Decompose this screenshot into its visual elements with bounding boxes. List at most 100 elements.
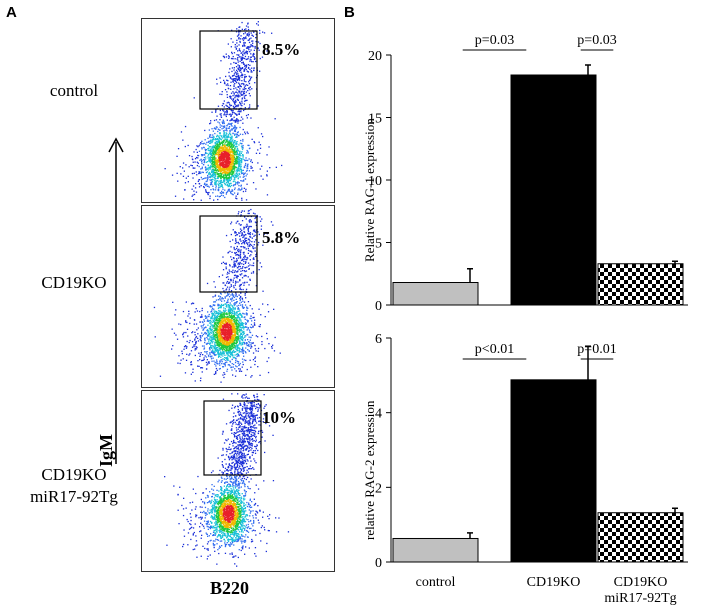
- flow-event-dot: [221, 334, 223, 336]
- flow-event-dot: [241, 148, 244, 151]
- flow-event-dot: [228, 317, 230, 320]
- flow-event-dot: [247, 39, 249, 41]
- flow-event-dot: [216, 335, 218, 337]
- flow-event-dot: [206, 329, 208, 332]
- flow-event-dot: [255, 335, 257, 337]
- flow-event-dot: [241, 243, 243, 245]
- flow-event-dot: [227, 141, 229, 143]
- flow-event-dot: [235, 288, 237, 290]
- flow-event-dot: [222, 162, 224, 164]
- flow-event-dot: [238, 159, 240, 161]
- flow-event-dot: [232, 95, 234, 97]
- flow-event-dot: [244, 255, 246, 257]
- flow-event-dot: [213, 163, 216, 165]
- flow-event-dot: [197, 157, 199, 159]
- flow-event-dot: [247, 276, 249, 278]
- flow-event-dot: [247, 26, 249, 28]
- flow-event-dot: [220, 194, 223, 196]
- flow-event-dot: [223, 114, 225, 116]
- flow-event-dot: [242, 234, 244, 236]
- flow-event-dot: [209, 335, 211, 337]
- flow-event-dot: [239, 69, 242, 71]
- flow-event-dot: [221, 332, 224, 334]
- flow-event-dot: [238, 294, 240, 296]
- flow-event-dot: [208, 146, 210, 148]
- flow-event-dot: [206, 152, 208, 155]
- flow-event-dot: [223, 359, 225, 361]
- flow-event-dot: [219, 319, 222, 321]
- flow-event-dot: [230, 168, 232, 171]
- flow-event-dot: [249, 243, 251, 245]
- flow-event-dot: [225, 144, 228, 146]
- flow-event-dot: [233, 85, 235, 88]
- flow-event-dot: [234, 119, 236, 121]
- flow-event-dot: [208, 339, 210, 341]
- flow-event-dot: [227, 300, 229, 302]
- flow-event-dot: [223, 334, 226, 336]
- flow-event-dot: [230, 312, 233, 314]
- flow-event-dot: [246, 152, 248, 154]
- flow-event-dot: [224, 125, 226, 127]
- flow-event-dot: [226, 280, 229, 283]
- flow-event-dot: [237, 163, 239, 165]
- flow-event-dot: [208, 362, 210, 364]
- flow-event-dot: [238, 82, 240, 84]
- flow-event-dot: [237, 281, 239, 283]
- flow-event-dot: [220, 344, 222, 346]
- flow-event-dot: [249, 86, 251, 88]
- flow-event-dot: [223, 164, 225, 166]
- flow-event-dot: [239, 161, 241, 163]
- flow-event-dot: [224, 296, 226, 298]
- flow-event-dot: [253, 67, 255, 69]
- flow-event-dot: [229, 356, 231, 358]
- flow-event-dot: [215, 322, 217, 324]
- flow-event-dot: [214, 177, 216, 179]
- flow-event-dot: [216, 334, 218, 336]
- flow-event-dot: [221, 93, 223, 96]
- flow-event-dot: [223, 363, 226, 365]
- flow-plot-cd19ko: [141, 205, 335, 388]
- flow-event-dot: [219, 126, 221, 128]
- flow-event-dot: [215, 161, 217, 164]
- flow-event-dot: [239, 173, 241, 176]
- flow-event-dot: [267, 304, 269, 306]
- flow-event-dot: [213, 148, 215, 151]
- flow-event-dot: [237, 345, 239, 347]
- flow-event-dot: [239, 362, 241, 365]
- flow-event-dot: [236, 79, 239, 81]
- flow-event-dot: [232, 158, 235, 160]
- flow-event-dot: [219, 337, 221, 339]
- flow-event-dot: [208, 157, 210, 159]
- flow-event-dot: [221, 164, 224, 167]
- flow-event-dot: [236, 322, 239, 324]
- flow-event-dot: [232, 354, 234, 356]
- flow-event-dot: [214, 346, 216, 348]
- flow-event-dot: [230, 124, 232, 126]
- flow-event-dot: [212, 357, 214, 359]
- flow-event-dot: [230, 280, 232, 282]
- flow-event-dot: [215, 325, 217, 327]
- flow-event-dot: [219, 341, 221, 344]
- flow-event-dot: [212, 178, 214, 180]
- flow-event-dot: [250, 342, 253, 344]
- flow-event-dot: [246, 47, 248, 49]
- flow-event-dot: [247, 84, 249, 86]
- flow-event-dot: [238, 48, 241, 50]
- flow-event-dot: [202, 171, 204, 174]
- flow-event-dot: [241, 339, 244, 342]
- flow-event-dot: [230, 316, 232, 318]
- flow-event-dot: [248, 34, 250, 36]
- flow-event-dot: [230, 159, 232, 161]
- flow-event-dot: [214, 160, 216, 162]
- flow-event-dot: [222, 287, 224, 290]
- flow-event-dot: [231, 311, 233, 313]
- flow-event-dot: [241, 102, 243, 104]
- flow-event-dot: [258, 49, 260, 51]
- flow-event-dot: [245, 175, 247, 177]
- flow-event-dot: [243, 91, 245, 93]
- flow-event-dot: [240, 320, 242, 322]
- flow-event-dot: [230, 278, 232, 281]
- flow-event-dot: [221, 176, 224, 178]
- flow-event-dot: [215, 169, 217, 171]
- flow-event-dot: [230, 304, 232, 306]
